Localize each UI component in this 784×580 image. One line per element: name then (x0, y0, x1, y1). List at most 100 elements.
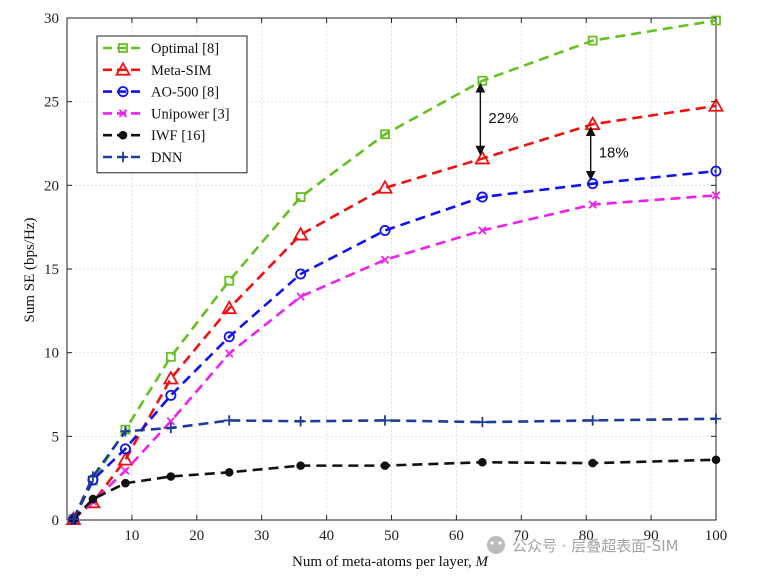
data-point (221, 300, 238, 315)
x-axis-label-text: Num of meta-atoms per layer, (292, 554, 476, 570)
series-line (72, 417, 717, 520)
data-point (478, 457, 487, 467)
x-axis-label-variable: M (475, 554, 490, 570)
wechat-icon-eye-left (490, 541, 494, 545)
x-tick-label: 10 (124, 528, 139, 544)
annotations: 22% 18% (475, 82, 629, 181)
legend-marker (117, 86, 129, 98)
data-point (710, 413, 722, 424)
series-line (72, 104, 717, 521)
legend-label: AO-500 [8] (151, 85, 219, 101)
x-tick-label: 20 (189, 528, 204, 544)
y-tick-label: 25 (44, 95, 59, 111)
legend-marker (118, 43, 128, 53)
legend-item: Unipower [3] (103, 106, 230, 122)
axis-ticks: 10 20 30 40 50 60 70 80 90 100 0 5 10 15 20 25 30 (44, 11, 727, 544)
legend-marker (118, 130, 128, 140)
data-point (117, 451, 134, 466)
legend-label: Optimal [8] (151, 41, 219, 57)
data-point (165, 422, 177, 434)
data-point (711, 15, 721, 26)
y-tick-label: 5 (52, 429, 60, 445)
data-point (88, 494, 98, 504)
x-tick-label: 70 (514, 528, 529, 544)
data-point (224, 468, 234, 477)
data-point (588, 200, 597, 209)
legend-label: Unipower [3] (151, 106, 230, 122)
data-point (477, 416, 488, 428)
data-point (121, 466, 130, 475)
data-point (166, 417, 176, 426)
y-axis-label: Sum SE (bps/Hz) (22, 217, 38, 322)
data-point (380, 461, 390, 470)
annotation-label: 18% (599, 144, 629, 161)
series-plus (68, 413, 722, 525)
data-point (225, 349, 234, 358)
data-point (711, 191, 721, 200)
data-point (119, 443, 131, 455)
data-point (166, 472, 176, 481)
data-point (165, 389, 177, 401)
data-point (165, 351, 176, 362)
data-point (711, 455, 721, 465)
data-point (87, 471, 99, 482)
data-point (380, 255, 390, 265)
data-point (379, 225, 391, 237)
legend-item: Meta-SIM (103, 61, 212, 79)
y-tick-label: 20 (44, 178, 59, 194)
y-tick-label: 0 (52, 513, 60, 529)
x-tick-label: 50 (384, 528, 399, 544)
legend-item: AO-500 [8] (103, 85, 219, 101)
legend-marker (118, 109, 128, 118)
legend-item: DNN (103, 150, 183, 166)
data-point (380, 129, 390, 140)
legend: Optimal [8] Meta-SIM AO-500 [8] Unipower [3… (96, 35, 248, 174)
data-point (476, 191, 488, 203)
data-point (379, 415, 391, 426)
y-tick-label: 10 (44, 346, 59, 362)
data-point (121, 478, 130, 488)
data-point (292, 226, 309, 241)
series-group (65, 15, 725, 525)
data-point (710, 165, 722, 177)
series-line (72, 194, 717, 521)
legend-item: IWF [16] (103, 128, 205, 144)
legend-label: Meta-SIM (151, 63, 212, 79)
y-tick-label: 15 (44, 262, 59, 278)
data-point (223, 331, 235, 343)
data-point (295, 416, 306, 427)
data-point (68, 513, 79, 525)
legend-marker (117, 151, 129, 163)
watermark: 公众号 · 层叠超表面-SIM (487, 536, 679, 555)
data-point (587, 35, 598, 46)
x-tick-label: 30 (254, 528, 269, 544)
data-point (120, 426, 131, 437)
series-line (72, 169, 717, 520)
x-axis-label: Num of meta-atoms per layer, M (292, 554, 490, 570)
data-point (376, 179, 394, 194)
data-point (478, 226, 487, 235)
data-point (162, 370, 179, 385)
data-point (588, 458, 597, 468)
data-point (296, 292, 305, 301)
x-tick-label: 100 (705, 528, 728, 544)
data-point (474, 150, 491, 165)
series-dot (69, 455, 721, 524)
y-tick-label: 30 (44, 11, 59, 27)
data-point (224, 275, 235, 286)
legend-item: Optimal [8] (103, 41, 219, 57)
wechat-icon-eye-right (498, 541, 502, 545)
legend-label: DNN (151, 150, 183, 166)
data-point (296, 461, 305, 470)
data-point (587, 415, 598, 426)
x-tick-label: 40 (319, 528, 334, 544)
legend-box (96, 35, 248, 174)
data-point (707, 97, 725, 112)
data-point (295, 192, 306, 202)
annotation-label: 22% (488, 110, 518, 127)
legend-marker (114, 61, 132, 76)
x-tick-label: 90 (644, 528, 659, 544)
legend-label: IWF [16] (151, 128, 205, 144)
